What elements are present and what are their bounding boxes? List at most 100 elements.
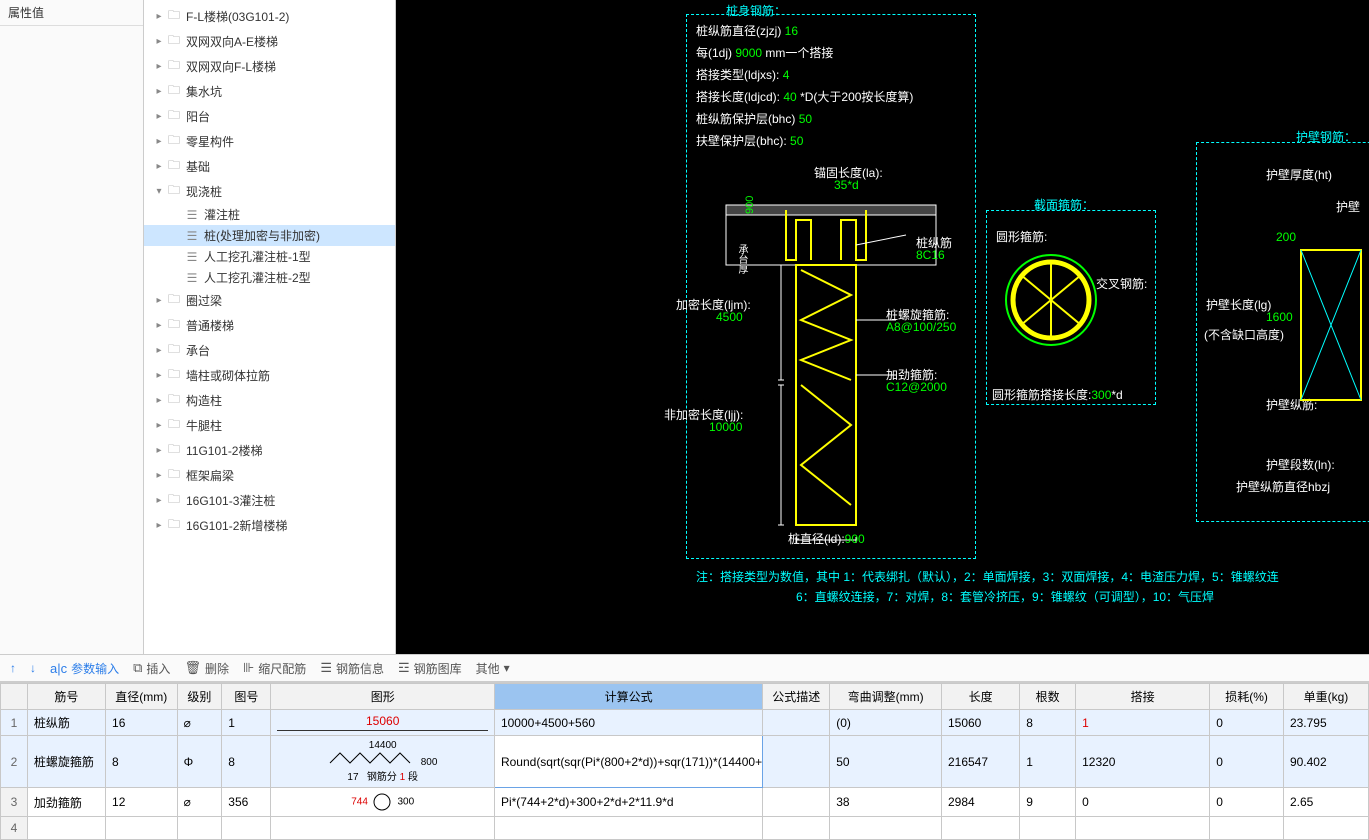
delete-button[interactable]: 🗑删除 [184, 660, 229, 677]
table-cell[interactable]: 216547 [941, 736, 1019, 788]
table-cell[interactable] [494, 817, 762, 840]
tree-item[interactable]: ▸🗀牛腿柱 [144, 413, 395, 438]
table-cell[interactable]: 14400 80017 钢筋分 1 段 [271, 736, 495, 788]
table-cell[interactable]: 0 [1076, 788, 1210, 817]
table-cell[interactable]: 4 [1, 817, 28, 840]
table-cell[interactable]: 9 [1020, 788, 1076, 817]
table-cell[interactable]: 10000+4500+560 [494, 710, 762, 736]
tree-item[interactable]: ▸🗀集水坑 [144, 79, 395, 104]
table-cell[interactable]: 38 [830, 788, 942, 817]
table-cell[interactable]: 0 [1210, 788, 1284, 817]
table-cell[interactable] [177, 817, 222, 840]
table-cell[interactable] [763, 817, 830, 840]
table-row[interactable]: 4 [1, 817, 1369, 840]
table-cell[interactable]: 加劲箍筋 [27, 788, 105, 817]
table-cell[interactable] [830, 817, 942, 840]
table-cell[interactable]: 356 [222, 788, 271, 817]
table-row[interactable]: 3加劲箍筋12⌀356744 300Pi*(744+2*d)+300+2*d+2… [1, 788, 1369, 817]
table-cell[interactable]: 90.402 [1283, 736, 1368, 788]
table-cell[interactable]: 50 [830, 736, 942, 788]
table-cell[interactable]: 15060 [271, 710, 495, 736]
table-cell[interactable]: 16 [106, 710, 178, 736]
tree-item[interactable]: ☰灌注桩 [144, 204, 395, 225]
table-cell[interactable] [1283, 817, 1368, 840]
scale-rebar-button[interactable]: ⊪缩尺配筋 [243, 660, 306, 677]
col-header[interactable]: 损耗(%) [1210, 684, 1284, 710]
table-cell[interactable] [1210, 817, 1284, 840]
col-header[interactable] [1, 684, 28, 710]
table-cell[interactable]: ⌀ [177, 710, 222, 736]
rebar-info-button[interactable]: ☰钢筋信息 [320, 660, 384, 677]
tree-item[interactable]: ▸🗀构造柱 [144, 388, 395, 413]
tree-item[interactable]: ▸🗀16G101-2新增楼梯 [144, 513, 395, 538]
tree-item[interactable]: ▸🗀双网双向F-L楼梯 [144, 54, 395, 79]
table-cell[interactable] [763, 710, 830, 736]
table-cell[interactable]: 2 [1, 736, 28, 788]
table-cell[interactable]: 0 [1210, 710, 1284, 736]
table-row[interactable]: 2桩螺旋箍筋8Φ814400 80017 钢筋分 1 段Round(sqrt(s… [1, 736, 1369, 788]
col-header[interactable]: 计算公式 [494, 684, 762, 710]
table-cell[interactable] [106, 817, 178, 840]
col-header[interactable]: 公式描述 [763, 684, 830, 710]
table-cell[interactable]: Pi*(744+2*d)+300+2*d+2*11.9*d [494, 788, 762, 817]
tree-item[interactable]: ▸🗀承台 [144, 338, 395, 363]
col-header[interactable]: 筋号 [27, 684, 105, 710]
table-row[interactable]: 1桩纵筋16⌀11506010000+4500+560(0)1506081023… [1, 710, 1369, 736]
table-cell[interactable]: 桩纵筋 [27, 710, 105, 736]
tree-item[interactable]: ▸🗀基础 [144, 154, 395, 179]
table-cell[interactable]: 3 [1, 788, 28, 817]
col-header[interactable]: 图形 [271, 684, 495, 710]
tree-item[interactable]: ▸🗀F-L楼梯(03G101-2) [144, 4, 395, 29]
toolbar-up-icon[interactable]: ↑ [10, 661, 16, 675]
tree-item[interactable]: ▸🗀阳台 [144, 104, 395, 129]
table-cell[interactable]: (0) [830, 710, 942, 736]
table-cell[interactable] [222, 817, 271, 840]
tree-item[interactable]: ☰人工挖孔灌注桩-1型 [144, 246, 395, 267]
rebar-lib-button[interactable]: ☲钢筋图库 [398, 660, 462, 677]
tree-item[interactable]: ▸🗀双网双向A-E楼梯 [144, 29, 395, 54]
table-cell[interactable] [763, 788, 830, 817]
table-cell[interactable]: 15060 [941, 710, 1019, 736]
table-cell[interactable]: 744 300 [271, 788, 495, 817]
table-cell[interactable]: Round(sqrt(sqr(Pi*(800+2*d))+sqr(171))*(… [494, 736, 762, 788]
table-cell[interactable]: 8 [222, 736, 271, 788]
table-cell[interactable]: 1 [222, 710, 271, 736]
table-cell[interactable]: 23.795 [1283, 710, 1368, 736]
tree-item[interactable]: ▸🗀框架扁梁 [144, 463, 395, 488]
tree-panel[interactable]: ▸🗀F-L楼梯(03G101-2)▸🗀双网双向A-E楼梯▸🗀双网双向F-L楼梯▸… [144, 0, 396, 654]
col-header[interactable]: 单重(kg) [1283, 684, 1368, 710]
col-header[interactable]: 根数 [1020, 684, 1076, 710]
table-cell[interactable] [271, 817, 495, 840]
other-button[interactable]: 其他 ▾ [476, 660, 510, 677]
tree-item[interactable]: ▸🗀零星构件 [144, 129, 395, 154]
table-cell[interactable] [763, 736, 830, 788]
col-header[interactable]: 长度 [941, 684, 1019, 710]
table-cell[interactable]: 8 [1020, 710, 1076, 736]
table-cell[interactable] [1076, 817, 1210, 840]
tree-item[interactable]: ☰桩(处理加密与非加密) [144, 225, 395, 246]
table-cell[interactable]: 1 [1076, 710, 1210, 736]
table-cell[interactable]: 8 [106, 736, 178, 788]
table-cell[interactable]: 0 [1210, 736, 1284, 788]
table-cell[interactable]: 2.65 [1283, 788, 1368, 817]
table-cell[interactable]: 1 [1, 710, 28, 736]
col-header[interactable]: 弯曲调整(mm) [830, 684, 942, 710]
col-header[interactable]: 直径(mm) [106, 684, 178, 710]
tree-item[interactable]: ▸🗀普通楼梯 [144, 313, 395, 338]
param-input-button[interactable]: a|c参数输入 [50, 660, 119, 677]
table-cell[interactable]: 2984 [941, 788, 1019, 817]
table-cell[interactable]: 12 [106, 788, 178, 817]
table-cell[interactable]: 12320 [1076, 736, 1210, 788]
tree-item[interactable]: ▸🗀圈过梁 [144, 288, 395, 313]
table-cell[interactable]: 1 [1020, 736, 1076, 788]
tree-item[interactable]: ☰人工挖孔灌注桩-2型 [144, 267, 395, 288]
table-cell[interactable]: Φ [177, 736, 222, 788]
table-cell[interactable] [941, 817, 1019, 840]
drawing-canvas[interactable]: 桩身钢筋： 桩纵筋直径(zjzj) 16 每(1dj) 9000 mm一个搭接 … [396, 0, 1369, 654]
table-cell[interactable]: 桩螺旋箍筋 [27, 736, 105, 788]
toolbar-down-icon[interactable]: ↓ [30, 661, 36, 675]
col-header[interactable]: 级别 [177, 684, 222, 710]
tree-item[interactable]: ▾🗀现浇桩 [144, 179, 395, 204]
table-cell[interactable] [1020, 817, 1076, 840]
col-header[interactable]: 图号 [222, 684, 271, 710]
